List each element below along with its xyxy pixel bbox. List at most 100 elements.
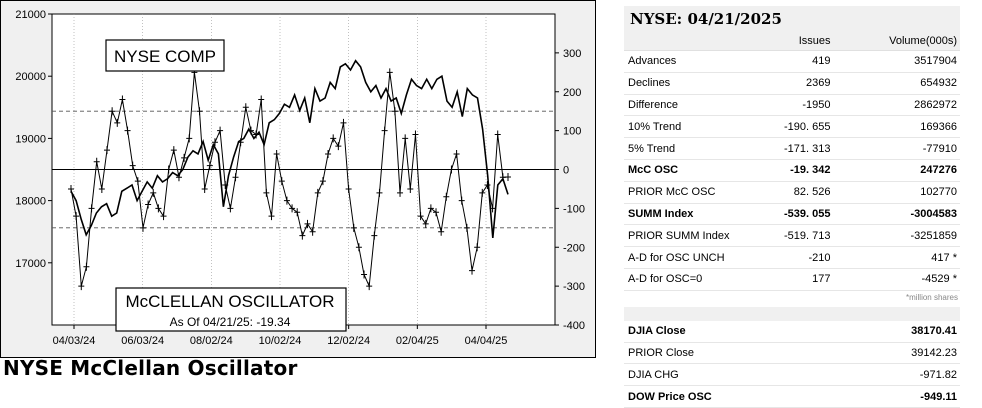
- stats-row-issues: -210: [781, 246, 839, 269]
- oscillator-point: [371, 231, 378, 240]
- oscillator-point: [474, 243, 481, 252]
- stats-row-label: PRIOR McC OSC: [624, 181, 781, 204]
- oscillator-point: [330, 134, 337, 143]
- oscillator-point: [361, 270, 368, 279]
- x-tick-label: 10/02/24: [259, 335, 302, 347]
- x-tick-label: 04/04/25: [465, 335, 508, 347]
- stats-row: McC OSC -19. 342 247276: [624, 159, 960, 182]
- oscillator-point: [88, 204, 95, 213]
- oscillator-point: [114, 118, 121, 127]
- stats-row: Advances 419 3517904: [624, 50, 960, 73]
- oscillator-point: [458, 196, 465, 205]
- oscillator-point: [124, 126, 131, 135]
- stats-row-volume: 417 *: [838, 246, 960, 269]
- stats-row-label: 10% Trend: [624, 115, 781, 139]
- dow-table: DJIA Close 38170.41 PRIOR Close 39142.23 DJI…: [624, 320, 960, 408]
- oscillator-point: [294, 208, 301, 217]
- dow-row-label: DOW Price OSC: [624, 385, 838, 408]
- oscillator-point: [155, 204, 162, 213]
- left-y-tick-label: 21000: [15, 9, 46, 21]
- stats-row-label: A-D for OSC UNCH: [624, 246, 781, 269]
- stats-row-label: SUMM Index: [624, 203, 781, 226]
- right-y-tick-label: 100: [563, 126, 581, 138]
- oscillator-point: [484, 181, 491, 190]
- stats-row: SUMM Index -539. 055 -3004583: [624, 203, 960, 226]
- oscillator-point: [145, 200, 152, 209]
- oscillator-point: [273, 149, 280, 158]
- stats-row-volume: -3251859: [838, 224, 960, 248]
- oscillator-point: [263, 188, 270, 197]
- oscillator-point: [340, 118, 347, 127]
- oscillator-line: [70, 72, 509, 289]
- oscillator-point: [433, 208, 440, 217]
- oscillator-point: [489, 204, 496, 213]
- oscillator-point: [386, 68, 393, 77]
- oscillator-point: [355, 243, 362, 252]
- oscillator-point: [453, 149, 460, 158]
- oscillator-point: [170, 146, 177, 155]
- oscillator-point: [227, 204, 234, 213]
- oscillator-point: [309, 227, 316, 236]
- oscillator-point: [232, 173, 239, 182]
- stats-row-volume: 654932: [838, 72, 960, 95]
- right-y-tick-label: 200: [563, 87, 581, 99]
- x-tick-label: 08/02/24: [190, 335, 233, 347]
- stats-row-label: Difference: [624, 94, 781, 117]
- stats-row-issues: 2369: [781, 72, 839, 95]
- right-y-tick-label: -300: [563, 281, 585, 293]
- stats-panel: NYSE: 04/21/2025 Issues Volume(000s) Adv…: [624, 6, 960, 408]
- stats-row-label: 5% Trend: [624, 137, 781, 160]
- stats-header-issues: Issues: [781, 32, 839, 51]
- stats-title: NYSE: 04/21/2025: [624, 6, 960, 32]
- oscillator-point: [422, 219, 429, 228]
- stats-row-label: Declines: [624, 72, 781, 95]
- oscillator-point: [463, 223, 470, 232]
- right-y-tick-label: -100: [563, 203, 585, 215]
- oscillator-point: [319, 177, 326, 186]
- oscillator-point: [134, 177, 141, 186]
- oscillator-point: [325, 149, 332, 158]
- oscillator-point: [479, 188, 486, 197]
- stats-header-volume: Volume(000s): [838, 32, 960, 51]
- oscillator-point: [68, 184, 74, 193]
- oscillator-point: [175, 173, 182, 182]
- oscillator-point: [278, 177, 285, 186]
- stats-row: Declines 2369 654932: [624, 72, 960, 95]
- dow-row-value: -971.82: [837, 363, 960, 387]
- oscillator-point: [93, 157, 100, 166]
- stats-row-issues: 177: [781, 268, 839, 291]
- dow-row-value: -949.11: [837, 385, 960, 408]
- oscillator-point: [160, 212, 167, 221]
- stats-row-label: Advances: [624, 50, 781, 73]
- dow-row-label: DJIA Close: [624, 320, 838, 343]
- oscillator-point: [350, 223, 357, 232]
- oscillator-point: [186, 134, 193, 143]
- oscillator-point: [196, 107, 203, 116]
- dow-row-value: 38170.41: [837, 320, 960, 343]
- stats-row-issues: -19. 342: [781, 159, 839, 182]
- right-y-tick-label: 300: [563, 48, 581, 60]
- x-tick-label: 04/03/24: [53, 335, 96, 347]
- stats-header-row: Issues Volume(000s): [624, 32, 960, 51]
- oscillator-point: [103, 146, 110, 155]
- dow-row: DJIA CHG -971.82: [624, 363, 960, 387]
- oscillator-point: [314, 188, 321, 197]
- x-tick-label: 02/04/25: [396, 335, 439, 347]
- oscillator-point: [448, 165, 455, 174]
- oscillator-point: [283, 196, 290, 205]
- oscillator-point: [505, 173, 511, 182]
- oscillator-point: [222, 181, 229, 190]
- stats-row-issues: -1950: [781, 94, 839, 117]
- oscillator-label: McCLELLAN OSCILLATOR: [125, 292, 334, 311]
- stats-row-label: McC OSC: [624, 159, 781, 182]
- stats-row-issues: 419: [781, 50, 839, 73]
- page-title: NYSE McClellan Oscillator: [3, 356, 298, 380]
- oscillator-point: [381, 126, 388, 135]
- oscillator-point: [289, 204, 296, 213]
- stats-row: A-D for OSC=0 177 -4529 *: [624, 268, 960, 291]
- dow-row: DJIA Close 38170.41: [624, 320, 960, 343]
- x-tick-label: 06/03/24: [121, 335, 164, 347]
- mcclellan-chart: 04/03/24 06/03/24 08/02/24 10/02/24 12/02/24…: [0, 0, 596, 358]
- oscillator-point: [335, 142, 342, 151]
- stats-row-issues: -190. 655: [781, 115, 839, 139]
